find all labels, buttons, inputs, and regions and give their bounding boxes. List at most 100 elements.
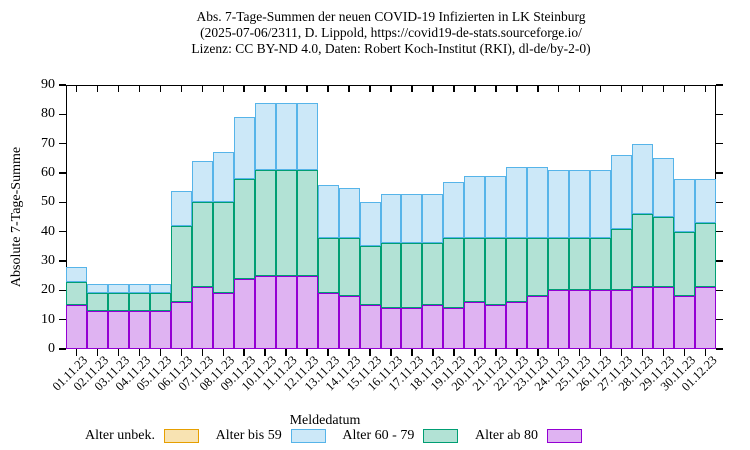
x-tick-bottom xyxy=(159,349,162,356)
x-tick-bottom xyxy=(578,349,581,356)
legend-label: Alter 60 - 79 xyxy=(342,428,415,443)
bar-segment-alter-bis-59 xyxy=(254,102,276,171)
x-tick-top xyxy=(599,85,602,92)
bar-segment-alter-60-79 xyxy=(611,228,633,291)
y-tick-label: 80 xyxy=(41,106,55,122)
chart-title: Abs. 7-Tage-Summen der neuen COVID-19 In… xyxy=(66,9,716,57)
bar-segment-alter-ab-80 xyxy=(422,305,444,349)
bar-segment-alter-bis-59 xyxy=(233,117,255,179)
bar-segment-alter-bis-59 xyxy=(128,284,150,294)
y-tick xyxy=(59,230,66,233)
x-tick-top xyxy=(620,85,623,92)
bar-segment-alter-bis-59 xyxy=(695,178,716,223)
x-tick-top xyxy=(453,85,455,92)
legend-label: Alter bis 59 xyxy=(215,428,282,443)
bar-segment-alter-bis-59 xyxy=(527,167,549,238)
x-tick-bottom xyxy=(306,349,308,356)
x-tick-bottom xyxy=(432,349,434,356)
bar-segment-alter-ab-80 xyxy=(695,287,716,349)
x-tick-bottom xyxy=(243,349,245,356)
bar-segment-alter-ab-80 xyxy=(128,310,150,349)
legend-swatch xyxy=(290,429,326,443)
x-tick-bottom xyxy=(453,349,455,356)
x-tick-bottom xyxy=(495,349,497,356)
y-tick xyxy=(59,201,66,204)
bar-segment-alter-bis-59 xyxy=(506,167,528,238)
bar-segment-alter-60-79 xyxy=(443,237,465,308)
x-tick-bottom xyxy=(662,349,665,356)
x-tick-top xyxy=(369,85,371,92)
bar-segment-alter-60-79 xyxy=(632,214,654,288)
bar-segment-alter-ab-80 xyxy=(506,302,528,349)
bar-segment-alter-60-79 xyxy=(506,237,528,303)
bar-segment-alter-bis-59 xyxy=(170,190,192,226)
x-tick-top xyxy=(222,85,224,92)
x-tick-bottom xyxy=(704,349,707,356)
x-tick-bottom xyxy=(201,349,204,356)
bar-segment-alter-ab-80 xyxy=(170,302,192,349)
bar-segment-alter-ab-80 xyxy=(254,275,276,349)
bar-segment-alter-bis-59 xyxy=(674,178,696,232)
bar-segment-alter-60-79 xyxy=(422,243,444,305)
x-tick-bottom xyxy=(348,349,350,356)
bar-segment-alter-60-79 xyxy=(590,237,612,291)
x-tick-top xyxy=(495,85,497,92)
bar-segment-alter-bis-59 xyxy=(191,161,213,203)
y-tick-label: 20 xyxy=(41,282,55,298)
legend-swatch xyxy=(163,429,199,443)
x-tick-top xyxy=(306,85,308,92)
bar-segment-alter-bis-59 xyxy=(485,175,507,238)
bar-segment-alter-ab-80 xyxy=(485,305,507,349)
bar-segment-alter-60-79 xyxy=(212,202,234,294)
x-tick-top xyxy=(75,85,78,92)
x-tick-top xyxy=(243,85,245,92)
bar-segment-alter-bis-59 xyxy=(632,143,654,215)
x-tick-top xyxy=(641,85,644,92)
bar-segment-alter-ab-80 xyxy=(401,307,423,349)
y-tick xyxy=(59,260,66,262)
legend-label: Alter unbek. xyxy=(85,428,155,443)
x-tick-top xyxy=(138,85,141,92)
legend-label: Alter ab 80 xyxy=(475,428,538,443)
y-tick xyxy=(59,289,66,292)
y-tick-mirror xyxy=(716,230,723,233)
bar-segment-alter-bis-59 xyxy=(338,187,360,238)
bar-segment-alter-60-79 xyxy=(653,217,675,288)
bar-segment-alter-60-79 xyxy=(170,225,192,303)
x-tick-top xyxy=(390,85,392,92)
bar-segment-alter-bis-59 xyxy=(86,284,108,294)
x-tick-bottom xyxy=(327,349,329,356)
bar-segment-alter-60-79 xyxy=(128,293,150,311)
bar-segment-alter-ab-80 xyxy=(527,296,549,349)
x-tick-top xyxy=(704,85,707,92)
x-tick-top xyxy=(180,85,183,92)
x-tick-top xyxy=(432,85,434,92)
bar-segment-alter-bis-59 xyxy=(149,284,171,294)
chart-title-line-2: (2025-07-06/2311, D. Lippold, https://co… xyxy=(200,25,582,40)
y-tick xyxy=(59,318,66,321)
x-tick-bottom xyxy=(285,349,287,356)
x-tick-bottom xyxy=(117,349,120,356)
x-tick-top xyxy=(327,85,329,92)
x-tick-top xyxy=(285,85,287,92)
bar-segment-alter-60-79 xyxy=(317,237,339,294)
bar-segment-alter-bis-59 xyxy=(443,181,465,238)
bar-segment-alter-bis-59 xyxy=(464,175,486,238)
bar-segment-alter-60-79 xyxy=(401,243,423,308)
x-tick-bottom xyxy=(222,349,224,356)
y-tick xyxy=(59,113,66,116)
x-tick-bottom xyxy=(180,349,183,356)
bar-segment-alter-60-79 xyxy=(149,293,171,311)
bar-segment-alter-ab-80 xyxy=(107,310,129,349)
x-tick-bottom xyxy=(138,349,141,356)
y-tick-label: 70 xyxy=(41,135,55,151)
bar-segment-alter-bis-59 xyxy=(401,193,423,244)
bar-segment-alter-ab-80 xyxy=(569,290,591,349)
x-tick-bottom xyxy=(96,349,99,356)
bar-segment-alter-ab-80 xyxy=(149,310,171,349)
bar-segment-alter-60-79 xyxy=(86,293,108,311)
x-tick-bottom xyxy=(537,349,539,356)
bar-segment-alter-bis-59 xyxy=(296,102,318,171)
y-tick-label: 40 xyxy=(41,223,55,239)
